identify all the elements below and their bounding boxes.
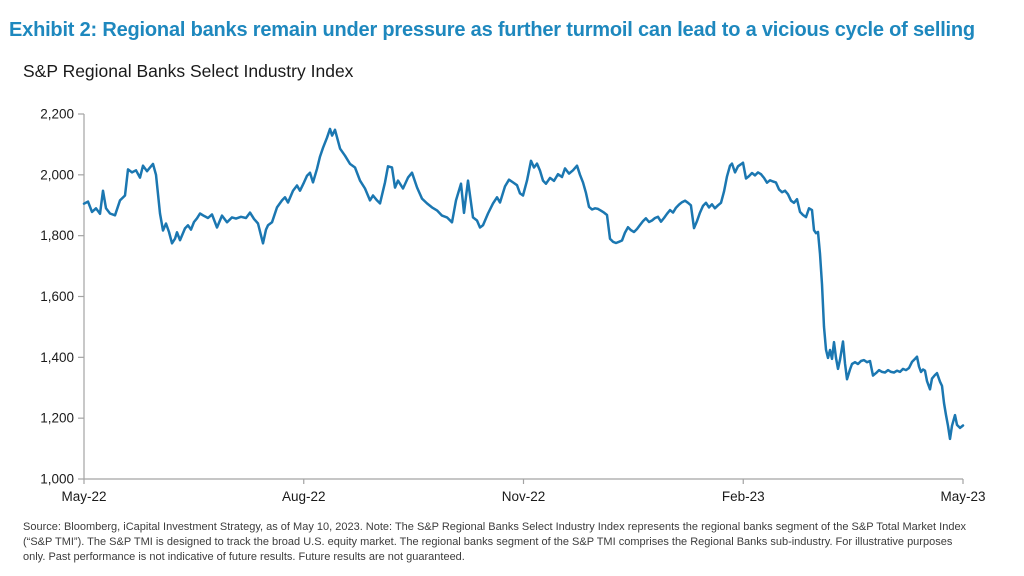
y-axis-label: 1,000 xyxy=(40,472,74,487)
source-note-line: Source: Bloomberg, iCapital Investment S… xyxy=(23,521,967,533)
source-note-line: (“S&P TMI”). The S&P TMI is designed to … xyxy=(23,536,953,548)
x-axis-label: May-22 xyxy=(61,489,106,504)
y-axis-label: 2,000 xyxy=(40,167,74,182)
y-axis-label: 1,400 xyxy=(40,350,74,365)
x-axis-label: May-23 xyxy=(940,489,985,504)
y-axis-label: 1,800 xyxy=(40,228,74,243)
x-axis-label: Feb-23 xyxy=(722,489,765,504)
source-note-line: only. Past performance is not indicative… xyxy=(23,551,465,563)
y-axis-label: 1,200 xyxy=(40,411,74,426)
exhibit-title: Exhibit 2: Regional banks remain under p… xyxy=(9,19,975,41)
source-note: Source: Bloomberg, iCapital Investment S… xyxy=(23,520,1015,565)
y-axis-label: 2,200 xyxy=(40,107,74,122)
index-line-series xyxy=(82,127,965,441)
y-axis-label: 1,600 xyxy=(40,289,74,304)
x-axis-label: Aug-22 xyxy=(282,489,326,504)
axis-lines xyxy=(83,114,963,480)
chart-subtitle: S&P Regional Banks Select Industry Index xyxy=(23,61,354,81)
x-axis-label: Nov-22 xyxy=(502,489,546,504)
